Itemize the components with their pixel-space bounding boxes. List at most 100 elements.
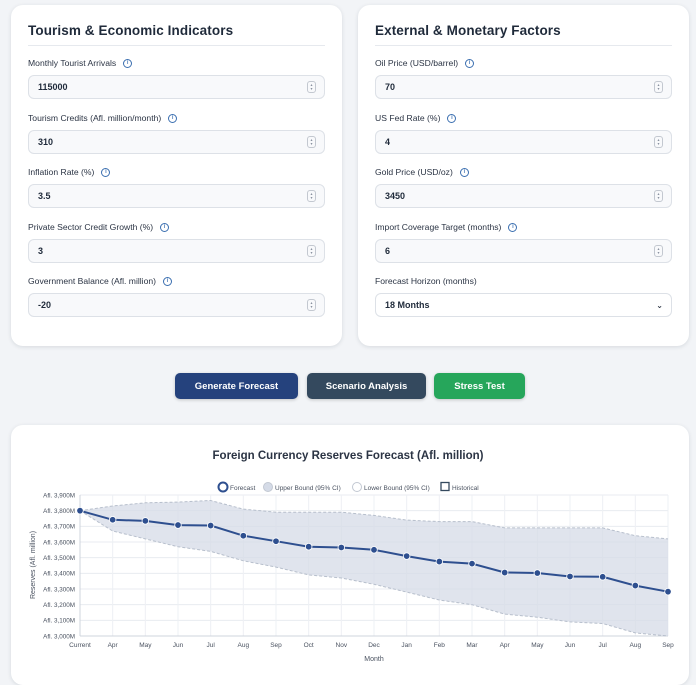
import-coverage-label: Import Coverage Target (months): [375, 222, 502, 232]
tourist-arrivals-label: Monthly Tourist Arrivals: [28, 58, 117, 68]
government-balance-input[interactable]: -20 ▴ ▾: [28, 293, 325, 317]
info-icon[interactable]: i: [163, 276, 172, 286]
fed-rate-input[interactable]: 4 ▴ ▾: [375, 130, 672, 154]
forecast-point[interactable]: [664, 587, 672, 596]
y-tick-label: Afl. 3,100M: [43, 618, 75, 625]
number-spinner-icon[interactable]: ▴ ▾: [307, 81, 316, 93]
info-icon[interactable]: i: [465, 58, 475, 68]
forecast-point[interactable]: [598, 573, 607, 581]
info-icon[interactable]: i: [123, 58, 133, 68]
forecast-point[interactable]: [76, 506, 84, 515]
gold-price-input[interactable]: 3450 ▴ ▾: [375, 184, 672, 208]
info-icon[interactable]: i: [508, 222, 518, 232]
government-balance-field: Government Balance (Afl. million) i -20 ▴ ▾: [28, 274, 325, 317]
y-tick-label: Afl. 3,700M: [43, 524, 75, 531]
government-balance-label: Government Balance (Afl. million): [28, 276, 156, 286]
forecast-horizon-select[interactable]: 18 Months ⌄: [375, 293, 672, 317]
oil-price-field: Oil Price (USD/barrel) i 70 ▴ ▾: [375, 56, 672, 99]
forecast-point[interactable]: [370, 546, 378, 554]
legend-item-forecast[interactable]: Forecast: [217, 481, 256, 493]
info-icon[interactable]: i: [160, 222, 170, 232]
scenario-analysis-button[interactable]: Scenario Analysis: [307, 373, 426, 399]
gold-price-label: Gold Price (USD/oz): [375, 167, 453, 177]
legend-historical-label: Historical: [452, 485, 479, 492]
fed-rate-label: US Fed Rate (%): [375, 113, 441, 123]
tourism-credits-value: 310: [38, 137, 54, 147]
number-spinner-icon[interactable]: ▴ ▾: [654, 136, 663, 148]
x-tick-label: May: [139, 642, 152, 649]
legend-lower-label: Lower Bound (95% CI): [364, 485, 430, 492]
x-tick-label: Jul: [599, 642, 608, 649]
x-tick-label: Sep: [662, 642, 674, 649]
x-tick-label: Current: [69, 642, 91, 649]
credit-growth-value: 3: [38, 246, 44, 256]
x-tick-label: Nov: [336, 642, 348, 649]
oil-price-input[interactable]: 70 ▴ ▾: [375, 75, 672, 99]
legend-item-upper[interactable]: Upper Bound (95% CI): [263, 482, 341, 493]
number-spinner-icon[interactable]: ▴ ▾: [654, 190, 663, 202]
forecast-point[interactable]: [500, 568, 509, 577]
oil-price-label: Oil Price (USD/barrel): [375, 58, 459, 68]
gold-price-field: Gold Price (USD/oz) i 3450 ▴ ▾: [375, 165, 672, 208]
forecast-point[interactable]: [304, 543, 313, 551]
tourism-indicators-card: Tourism & Economic Indicators Monthly To…: [11, 5, 342, 346]
forecast-point[interactable]: [108, 516, 117, 524]
info-icon[interactable]: i: [101, 167, 111, 177]
forecast-point[interactable]: [435, 557, 444, 566]
import-coverage-input[interactable]: 6 ▴ ▾: [375, 239, 672, 263]
legend-item-lower[interactable]: Lower Bound (95% CI): [352, 482, 430, 493]
legend-item-historical[interactable]: Historical: [440, 481, 479, 493]
inflation-rate-label: Inflation Rate (%): [28, 167, 95, 177]
x-tick-label: Feb: [434, 642, 446, 649]
fed-rate-value: 4: [385, 137, 391, 147]
info-icon[interactable]: i: [447, 113, 457, 123]
forecast-horizon-field: Forecast Horizon (months) 18 Months ⌄: [375, 274, 672, 317]
info-icon[interactable]: i: [168, 113, 178, 123]
inflation-rate-input[interactable]: 3.5 ▴ ▾: [28, 184, 325, 208]
forecast-point[interactable]: [141, 517, 150, 525]
forecast-point[interactable]: [206, 521, 215, 530]
number-spinner-icon[interactable]: ▴ ▾: [307, 299, 316, 311]
forecast-point[interactable]: [337, 543, 346, 552]
forecast-point[interactable]: [533, 569, 542, 577]
info-icon[interactable]: i: [459, 167, 469, 177]
number-spinner-icon[interactable]: ▴ ▾: [654, 245, 663, 257]
number-spinner-icon[interactable]: ▴ ▾: [654, 81, 663, 93]
tourism-credits-input[interactable]: 310 ▴ ▾: [28, 130, 325, 154]
x-tick-label: Jan: [401, 642, 412, 649]
forecast-point[interactable]: [631, 581, 640, 590]
generate-forecast-button[interactable]: Generate Forecast: [175, 373, 298, 399]
forecast-point[interactable]: [566, 572, 574, 581]
inflation-rate-field: Inflation Rate (%) i 3.5 ▴ ▾: [28, 165, 325, 208]
import-coverage-field: Import Coverage Target (months) i 6 ▴ ▾: [375, 220, 672, 263]
number-spinner-icon[interactable]: ▴ ▾: [307, 136, 316, 148]
confidence-band: [79, 499, 669, 637]
x-tick-label: Jun: [173, 642, 184, 649]
x-tick-label: Oct: [304, 642, 314, 649]
credit-growth-field: Private Sector Credit Growth (%) i 3 ▴ ▾: [28, 220, 325, 263]
forecast-point[interactable]: [174, 521, 182, 529]
tourism-credits-label: Tourism Credits (Afl. million/month): [28, 113, 162, 123]
x-axis-label: Month: [364, 656, 384, 663]
tourist-arrivals-field: Monthly Tourist Arrivals i 115000 ▴ ▾: [28, 56, 325, 99]
x-tick-label: Apr: [500, 642, 511, 649]
forecast-point[interactable]: [272, 537, 280, 545]
tourist-arrivals-input[interactable]: 115000 ▴ ▾: [28, 75, 325, 99]
forecast-horizon-value: 18 Months: [385, 300, 430, 310]
chart-legend: Forecast Upper Bound (95% CI) Lower Boun…: [217, 481, 479, 493]
y-tick-label: Afl. 3,300M: [43, 586, 75, 593]
forecast-point[interactable]: [468, 559, 476, 568]
number-spinner-icon[interactable]: ▴ ▾: [307, 245, 316, 257]
tourism-credits-field: Tourism Credits (Afl. million/month) i 31…: [28, 111, 325, 154]
credit-growth-input[interactable]: 3 ▴ ▾: [28, 239, 325, 263]
forecast-point[interactable]: [402, 552, 411, 560]
forecast-point[interactable]: [239, 532, 248, 540]
reserves-forecast-chart: Forecast Upper Bound (95% CI) Lower Boun…: [30, 481, 674, 663]
lower-bound-line: [79, 510, 669, 637]
x-tick-label: Jun: [565, 642, 576, 649]
y-tick-label: Afl. 3,500M: [43, 555, 75, 562]
forecast-horizon-label: Forecast Horizon (months): [375, 276, 477, 286]
stress-test-button[interactable]: Stress Test: [434, 373, 525, 399]
number-spinner-icon[interactable]: ▴ ▾: [307, 190, 316, 202]
fed-rate-field: US Fed Rate (%) i 4 ▴ ▾: [375, 111, 672, 154]
